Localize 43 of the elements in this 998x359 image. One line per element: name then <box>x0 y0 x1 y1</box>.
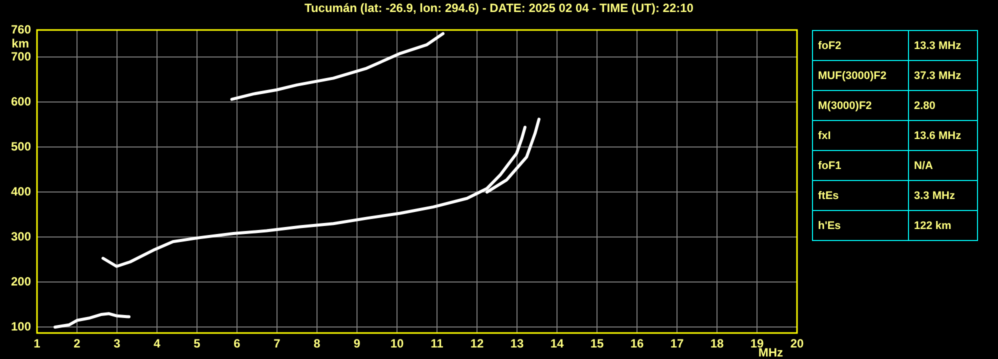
text: 2.80 <box>908 90 978 120</box>
x-tick-label: 3 <box>114 336 121 351</box>
y-tick-label: 100 <box>10 319 32 334</box>
x-tick-label: 6 <box>234 336 241 351</box>
y-tick-label: 300 <box>10 229 32 244</box>
x-tick-label: 16 <box>630 336 644 351</box>
y-tick-label: 600 <box>10 94 32 108</box>
text: ftEs <box>812 180 908 210</box>
x-tick-label: 18 <box>710 336 724 351</box>
x-tick-label: 17 <box>670 336 684 351</box>
x-tick-label: 11 <box>430 336 444 351</box>
text: h'Es <box>812 210 908 240</box>
y-axis-title: km <box>12 36 29 50</box>
x-tick-label: 2 <box>74 336 81 351</box>
x-tick-label: 4 <box>154 336 161 351</box>
x-tick-label: 15 <box>590 336 604 351</box>
text: 13.3 MHz <box>908 30 978 60</box>
y-tick-label: 700 <box>10 49 32 64</box>
text: N/A <box>908 150 978 180</box>
y-tick-label: 400 <box>10 184 32 198</box>
text: 13.6 MHz <box>908 120 978 150</box>
x-tick-label: 13 <box>510 336 524 351</box>
chart-title: Tucumán (lat: -26.9, lon: 294.6) - DATE: 2025 02 04 - TIME (UT): 22:10 <box>304 1 694 15</box>
text: 122 km <box>908 210 978 240</box>
text: fxI <box>812 120 908 150</box>
y-tick-label: 760 <box>10 22 32 36</box>
text: M(3000)F2 <box>812 90 908 120</box>
x-tick-label: 7 <box>274 336 281 351</box>
y-tick-label: 500 <box>10 139 32 154</box>
x-tick-label: 8 <box>314 336 321 351</box>
y-tick-label: 200 <box>10 274 32 288</box>
x-tick-label: 12 <box>470 336 484 351</box>
x-tick-label: 10 <box>390 336 404 351</box>
x-tick-label: 14 <box>550 336 564 351</box>
text: foF1 <box>812 150 908 180</box>
x-tick-label: 5 <box>194 336 201 351</box>
text: foF2 <box>812 30 908 60</box>
x-tick-label: 1 <box>34 336 41 351</box>
text: MUF(3000)F2 <box>812 60 908 90</box>
x-tick-label: 9 <box>354 336 361 351</box>
text: 37.3 MHz <box>908 60 978 90</box>
x-tick-label: 20 <box>790 336 804 351</box>
text: 3.3 MHz <box>908 180 978 210</box>
